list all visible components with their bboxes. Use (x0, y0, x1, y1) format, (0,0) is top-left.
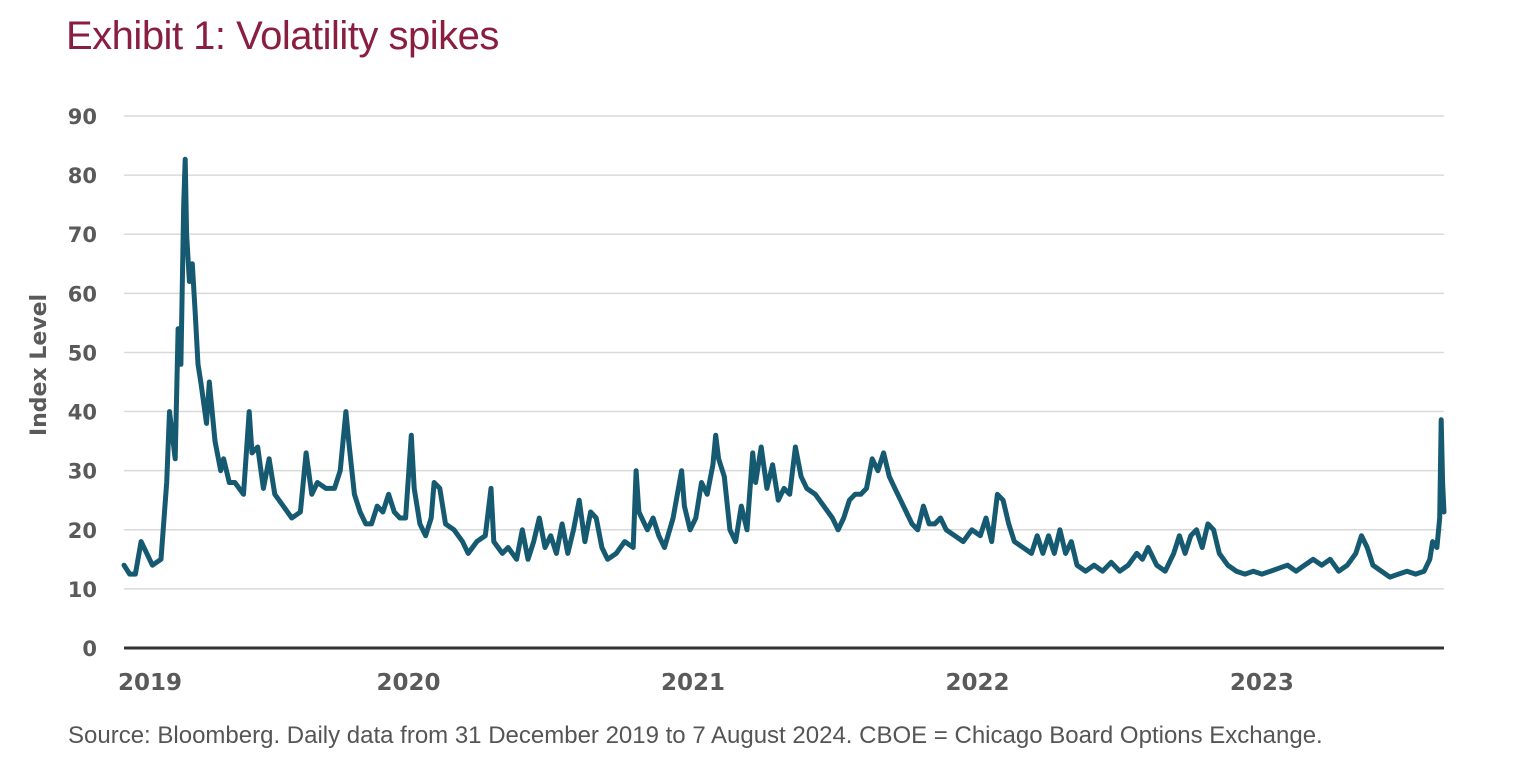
y-tick-label-80: 80 (68, 164, 97, 188)
chart-title: Exhibit 1: Volatility spikes (66, 14, 499, 58)
x-tick-label-2023: 2023 (1230, 670, 1294, 696)
y-tick-label-10: 10 (68, 578, 97, 602)
x-tick-label-2021: 2021 (661, 670, 725, 696)
grid-lines (124, 115, 1444, 590)
series-line-cboe-volatility-index (121, 156, 1447, 580)
y-axis-label: Index Level (27, 294, 52, 436)
y-tick-label-90: 90 (68, 105, 97, 129)
source-note: Source: Bloomberg. Daily data from 31 De… (68, 722, 1323, 749)
y-tick-label-70: 70 (68, 223, 97, 247)
y-tick-label-60: 60 (68, 282, 97, 306)
y-tick-label-40: 40 (68, 401, 97, 425)
x-tick-label-2022: 2022 (945, 670, 1009, 696)
x-tick-labels: 2019 2020 2021 2022 2023 (118, 670, 1294, 696)
x-tick-label-2019: 2019 (118, 670, 182, 696)
y-tick-labels: 0 10 20 30 40 50 60 70 80 90 (68, 105, 97, 661)
y-tick-label-30: 30 (68, 460, 97, 484)
y-tick-label-50: 50 (68, 341, 97, 365)
y-tick-label-20: 20 (68, 519, 97, 543)
x-tick-label-2020: 2020 (376, 670, 440, 696)
y-tick-label-0: 0 (82, 637, 97, 661)
